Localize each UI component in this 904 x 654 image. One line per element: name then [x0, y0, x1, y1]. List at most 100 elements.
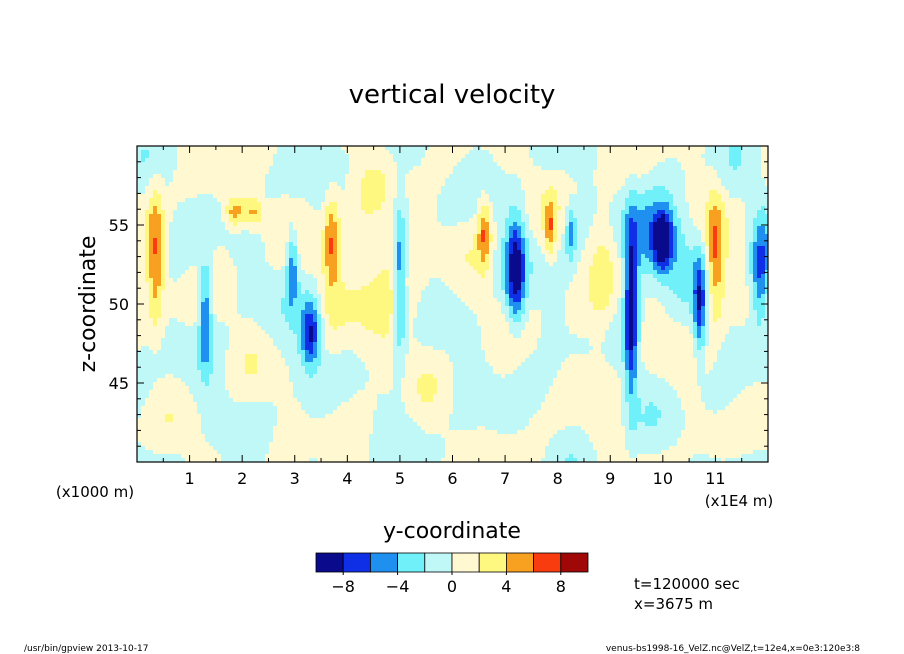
heatmap-cell	[297, 438, 302, 443]
heatmap-cell	[317, 150, 322, 155]
heatmap-cell	[249, 258, 254, 263]
heatmap-cell	[301, 278, 306, 283]
heatmap-cell	[137, 278, 142, 283]
heatmap-cell	[301, 254, 306, 259]
heatmap-cell	[365, 350, 370, 355]
heatmap-cell	[181, 270, 186, 275]
heatmap-cell	[237, 362, 242, 367]
heatmap-cell	[205, 394, 210, 399]
heatmap-cell	[353, 214, 358, 219]
heatmap-cell	[241, 262, 246, 267]
heatmap-cell	[193, 342, 198, 347]
heatmap-cell	[253, 346, 258, 351]
heatmap-cell	[177, 322, 182, 327]
heatmap-cell	[229, 390, 234, 395]
heatmap-cell	[353, 302, 358, 307]
heatmap-cell	[225, 282, 230, 287]
heatmap-cell	[345, 238, 350, 243]
heatmap-cell	[209, 350, 214, 355]
heatmap-cell	[341, 254, 346, 259]
heatmap-cell	[165, 382, 170, 387]
heatmap-cell	[153, 374, 158, 379]
heatmap-cell	[377, 246, 382, 251]
heatmap-cell	[345, 170, 350, 175]
heatmap-cell	[157, 274, 162, 279]
heatmap-cell	[221, 290, 226, 295]
heatmap-cell	[205, 310, 210, 315]
heatmap-cell	[261, 238, 266, 243]
heatmap-cell	[325, 226, 330, 231]
heatmap-cell	[189, 194, 194, 199]
heatmap-cell	[265, 286, 270, 291]
heatmap-cell	[273, 266, 278, 271]
heatmap-cell	[329, 210, 334, 215]
heatmap-cell	[345, 306, 350, 311]
heatmap-cell	[345, 430, 350, 435]
heatmap-cell	[233, 258, 238, 263]
heatmap-cell	[233, 194, 238, 199]
heatmap-cell	[225, 262, 230, 267]
heatmap-cell	[385, 302, 390, 307]
heatmap-cell	[297, 362, 302, 367]
heatmap-cell	[233, 266, 238, 271]
heatmap-cell	[329, 226, 334, 231]
heatmap-cell	[349, 322, 354, 327]
heatmap-cell	[333, 438, 338, 443]
heatmap-cell	[153, 178, 158, 183]
heatmap-cell	[197, 438, 202, 443]
heatmap-cell	[333, 186, 338, 191]
heatmap-cell	[293, 406, 298, 411]
heatmap-cell	[145, 442, 150, 447]
heatmap-cell	[309, 350, 314, 355]
heatmap-cell	[269, 418, 274, 423]
heatmap-cell	[205, 378, 210, 383]
heatmap-cell	[285, 154, 290, 159]
heatmap-cell	[157, 406, 162, 411]
heatmap-cell	[313, 402, 318, 407]
heatmap-cell	[361, 350, 366, 355]
heatmap-cell	[209, 450, 214, 455]
heatmap-cell	[261, 206, 266, 211]
heatmap-cell	[317, 394, 322, 399]
heatmap-cell	[165, 334, 170, 339]
heatmap-cell	[265, 310, 270, 315]
heatmap-cell	[377, 318, 382, 323]
heatmap-cell	[201, 270, 206, 275]
heatmap-cell	[153, 430, 158, 435]
heatmap-cell	[217, 174, 222, 179]
heatmap-cell	[245, 150, 250, 155]
heatmap-cell	[285, 174, 290, 179]
heatmap-cell	[245, 394, 250, 399]
heatmap-cell	[313, 342, 318, 347]
heatmap-cell	[357, 362, 362, 367]
heatmap-cell	[349, 342, 354, 347]
heatmap-cell	[137, 390, 142, 395]
heatmap-cell	[333, 458, 338, 462]
heatmap-cell	[213, 266, 218, 271]
heatmap-cell	[329, 222, 334, 227]
heatmap-cell	[381, 362, 386, 367]
heatmap-cell	[297, 274, 302, 279]
heatmap-cell	[221, 334, 226, 339]
heatmap-cell	[149, 454, 154, 459]
heatmap-cell	[229, 222, 234, 227]
heatmap-cell	[337, 422, 342, 427]
heatmap-cell	[277, 458, 282, 462]
heatmap-cell	[269, 434, 274, 439]
heatmap-cell	[333, 354, 338, 359]
heatmap-cell	[349, 258, 354, 263]
heatmap-cell	[225, 354, 230, 359]
heatmap-cell	[153, 422, 158, 427]
heatmap-cell	[385, 294, 390, 299]
heatmap-cell	[297, 350, 302, 355]
heatmap-cell	[341, 238, 346, 243]
heatmap-cell	[281, 242, 286, 247]
heatmap-cell	[353, 154, 358, 159]
heatmap-cell	[353, 170, 358, 175]
heatmap-cell	[229, 226, 234, 231]
heatmap-cell	[349, 174, 354, 179]
heatmap-cell	[325, 254, 330, 259]
heatmap-cell	[225, 178, 230, 183]
chart-title: vertical velocity	[349, 80, 556, 110]
heatmap-cell	[161, 406, 166, 411]
